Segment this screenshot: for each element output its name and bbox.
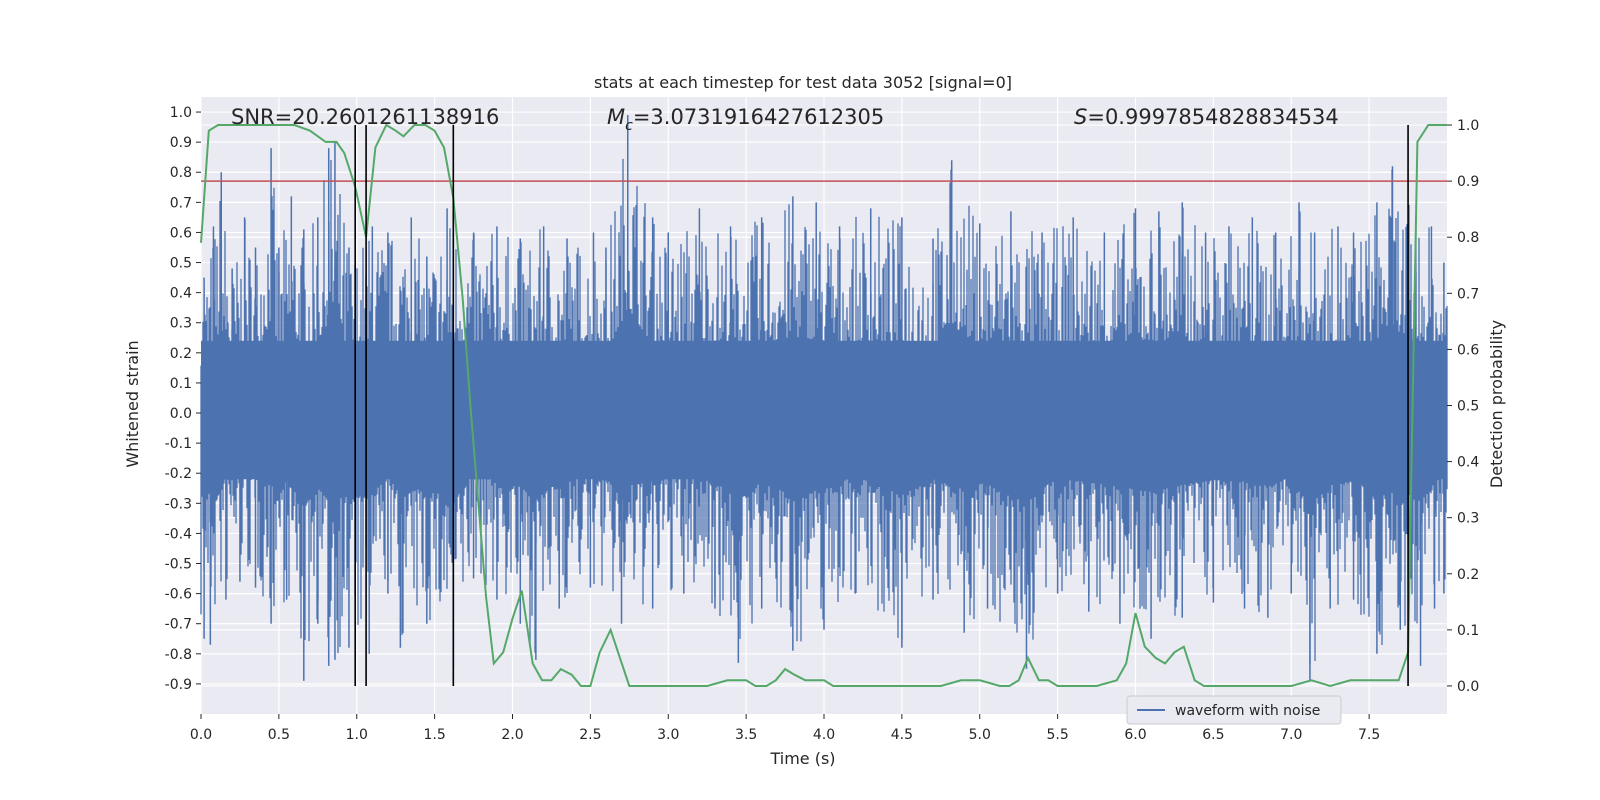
legend-label: waveform with noise bbox=[1175, 703, 1320, 719]
y2-tick-label: 0.0 bbox=[1457, 679, 1479, 695]
y-axis-ticks: 1.0 0.9 0.8 0.7 0.6 0.5 0.4 0.3 0.2 0.1 0.0 -0.1 -0.… bbox=[165, 105, 201, 693]
probability-line bbox=[200, 123, 1447, 688]
y-tick-label: 0.0 bbox=[170, 406, 192, 422]
x-tick-label: 7.0 bbox=[1280, 727, 1302, 743]
legend: waveform with noise bbox=[1126, 695, 1342, 725]
x-axis-label: Time (s) bbox=[769, 749, 835, 768]
y-tick-label: -0.1 bbox=[165, 436, 192, 452]
y2-axis-ticks: 1.0 0.9 0.8 0.7 0.6 0.5 0.4 0.3 0.2 0.1 0.0 bbox=[1447, 118, 1479, 695]
x-tick-label: 0.5 bbox=[268, 727, 290, 743]
chart-title: stats at each timestep for test data 305… bbox=[594, 73, 1012, 92]
y-axis-label: Whitened strain bbox=[123, 340, 142, 467]
x-tick-label: 5.5 bbox=[1046, 727, 1068, 743]
y-tick-label: 0.1 bbox=[170, 376, 192, 392]
y2-tick-label: 1.0 bbox=[1457, 118, 1479, 134]
y2-tick-label: 0.6 bbox=[1457, 342, 1479, 358]
strain-series bbox=[200, 115, 1448, 681]
x-tick-label: 3.5 bbox=[735, 727, 757, 743]
y2-tick-label: 0.2 bbox=[1457, 567, 1479, 583]
legend-box bbox=[1126, 695, 1342, 725]
probability-series bbox=[200, 123, 1447, 688]
y-tick-label: -0.6 bbox=[165, 587, 192, 603]
x-tick-label: 2.5 bbox=[579, 727, 601, 743]
y-tick-label: -0.4 bbox=[165, 526, 192, 542]
y-tick-label: -0.9 bbox=[165, 677, 192, 693]
y-tick-label: 1.0 bbox=[170, 105, 192, 121]
x-tick-label: 6.5 bbox=[1202, 727, 1224, 743]
s-value: =0.9997854828834534 bbox=[1087, 105, 1338, 129]
x-axis-ticks: 0.0 0.5 1.0 1.5 2.0 2.5 3.0 3.5 4.0 4.5 5.0 5.5 6.0 6… bbox=[190, 714, 1380, 743]
y-tick-label: -0.7 bbox=[165, 617, 192, 633]
y-tick-label: -0.2 bbox=[165, 466, 192, 482]
x-tick-label: 5.0 bbox=[969, 727, 991, 743]
s-symbol: S bbox=[1074, 105, 1087, 129]
x-tick-label: 4.5 bbox=[891, 727, 913, 743]
y2-axis-label: Detection probability bbox=[1487, 320, 1506, 488]
mc-subscript: c bbox=[625, 118, 633, 134]
x-tick-label: 6.0 bbox=[1124, 727, 1146, 743]
snr-annotation: SNR=20.2601261138916 bbox=[231, 105, 499, 129]
x-tick-label: 2.0 bbox=[501, 727, 523, 743]
y-tick-label: 0.9 bbox=[170, 135, 192, 151]
y-tick-label: 0.3 bbox=[170, 316, 192, 332]
mc-symbol: M bbox=[607, 105, 625, 129]
x-tick-label: 3.0 bbox=[657, 727, 679, 743]
s-annotation: S=0.9997854828834534 bbox=[1074, 105, 1339, 129]
detection-markers bbox=[354, 125, 1409, 686]
y-tick-label: 0.8 bbox=[170, 165, 192, 181]
y2-tick-label: 0.3 bbox=[1457, 511, 1479, 527]
y2-tick-label: 0.4 bbox=[1457, 455, 1479, 471]
y-tick-label: -0.8 bbox=[165, 647, 192, 663]
y-tick-label: 0.6 bbox=[170, 225, 192, 241]
y-tick-label: 0.4 bbox=[170, 286, 192, 302]
y-tick-label: -0.3 bbox=[165, 496, 192, 512]
y-tick-label: 0.2 bbox=[170, 346, 192, 362]
mc-annotation: Mc=3.0731916427612305 bbox=[607, 105, 884, 134]
x-tick-label: 1.0 bbox=[346, 727, 368, 743]
y-tick-label: 0.7 bbox=[170, 195, 192, 211]
y2-tick-label: 0.1 bbox=[1457, 623, 1479, 639]
mc-value: =3.0731916427612305 bbox=[633, 105, 884, 129]
x-tick-label: 4.0 bbox=[813, 727, 835, 743]
y2-tick-label: 0.7 bbox=[1457, 286, 1479, 302]
strain-core-band bbox=[201, 340, 1447, 480]
y2-tick-label: 0.5 bbox=[1457, 399, 1479, 415]
x-tick-label: 1.5 bbox=[423, 727, 445, 743]
y-tick-label: -0.5 bbox=[165, 557, 192, 573]
y2-tick-label: 0.8 bbox=[1457, 230, 1479, 246]
y2-tick-label: 0.9 bbox=[1457, 174, 1479, 190]
x-tick-label: 0.0 bbox=[190, 727, 212, 743]
y-tick-label: 0.5 bbox=[170, 256, 192, 272]
x-tick-label: 7.5 bbox=[1358, 727, 1380, 743]
